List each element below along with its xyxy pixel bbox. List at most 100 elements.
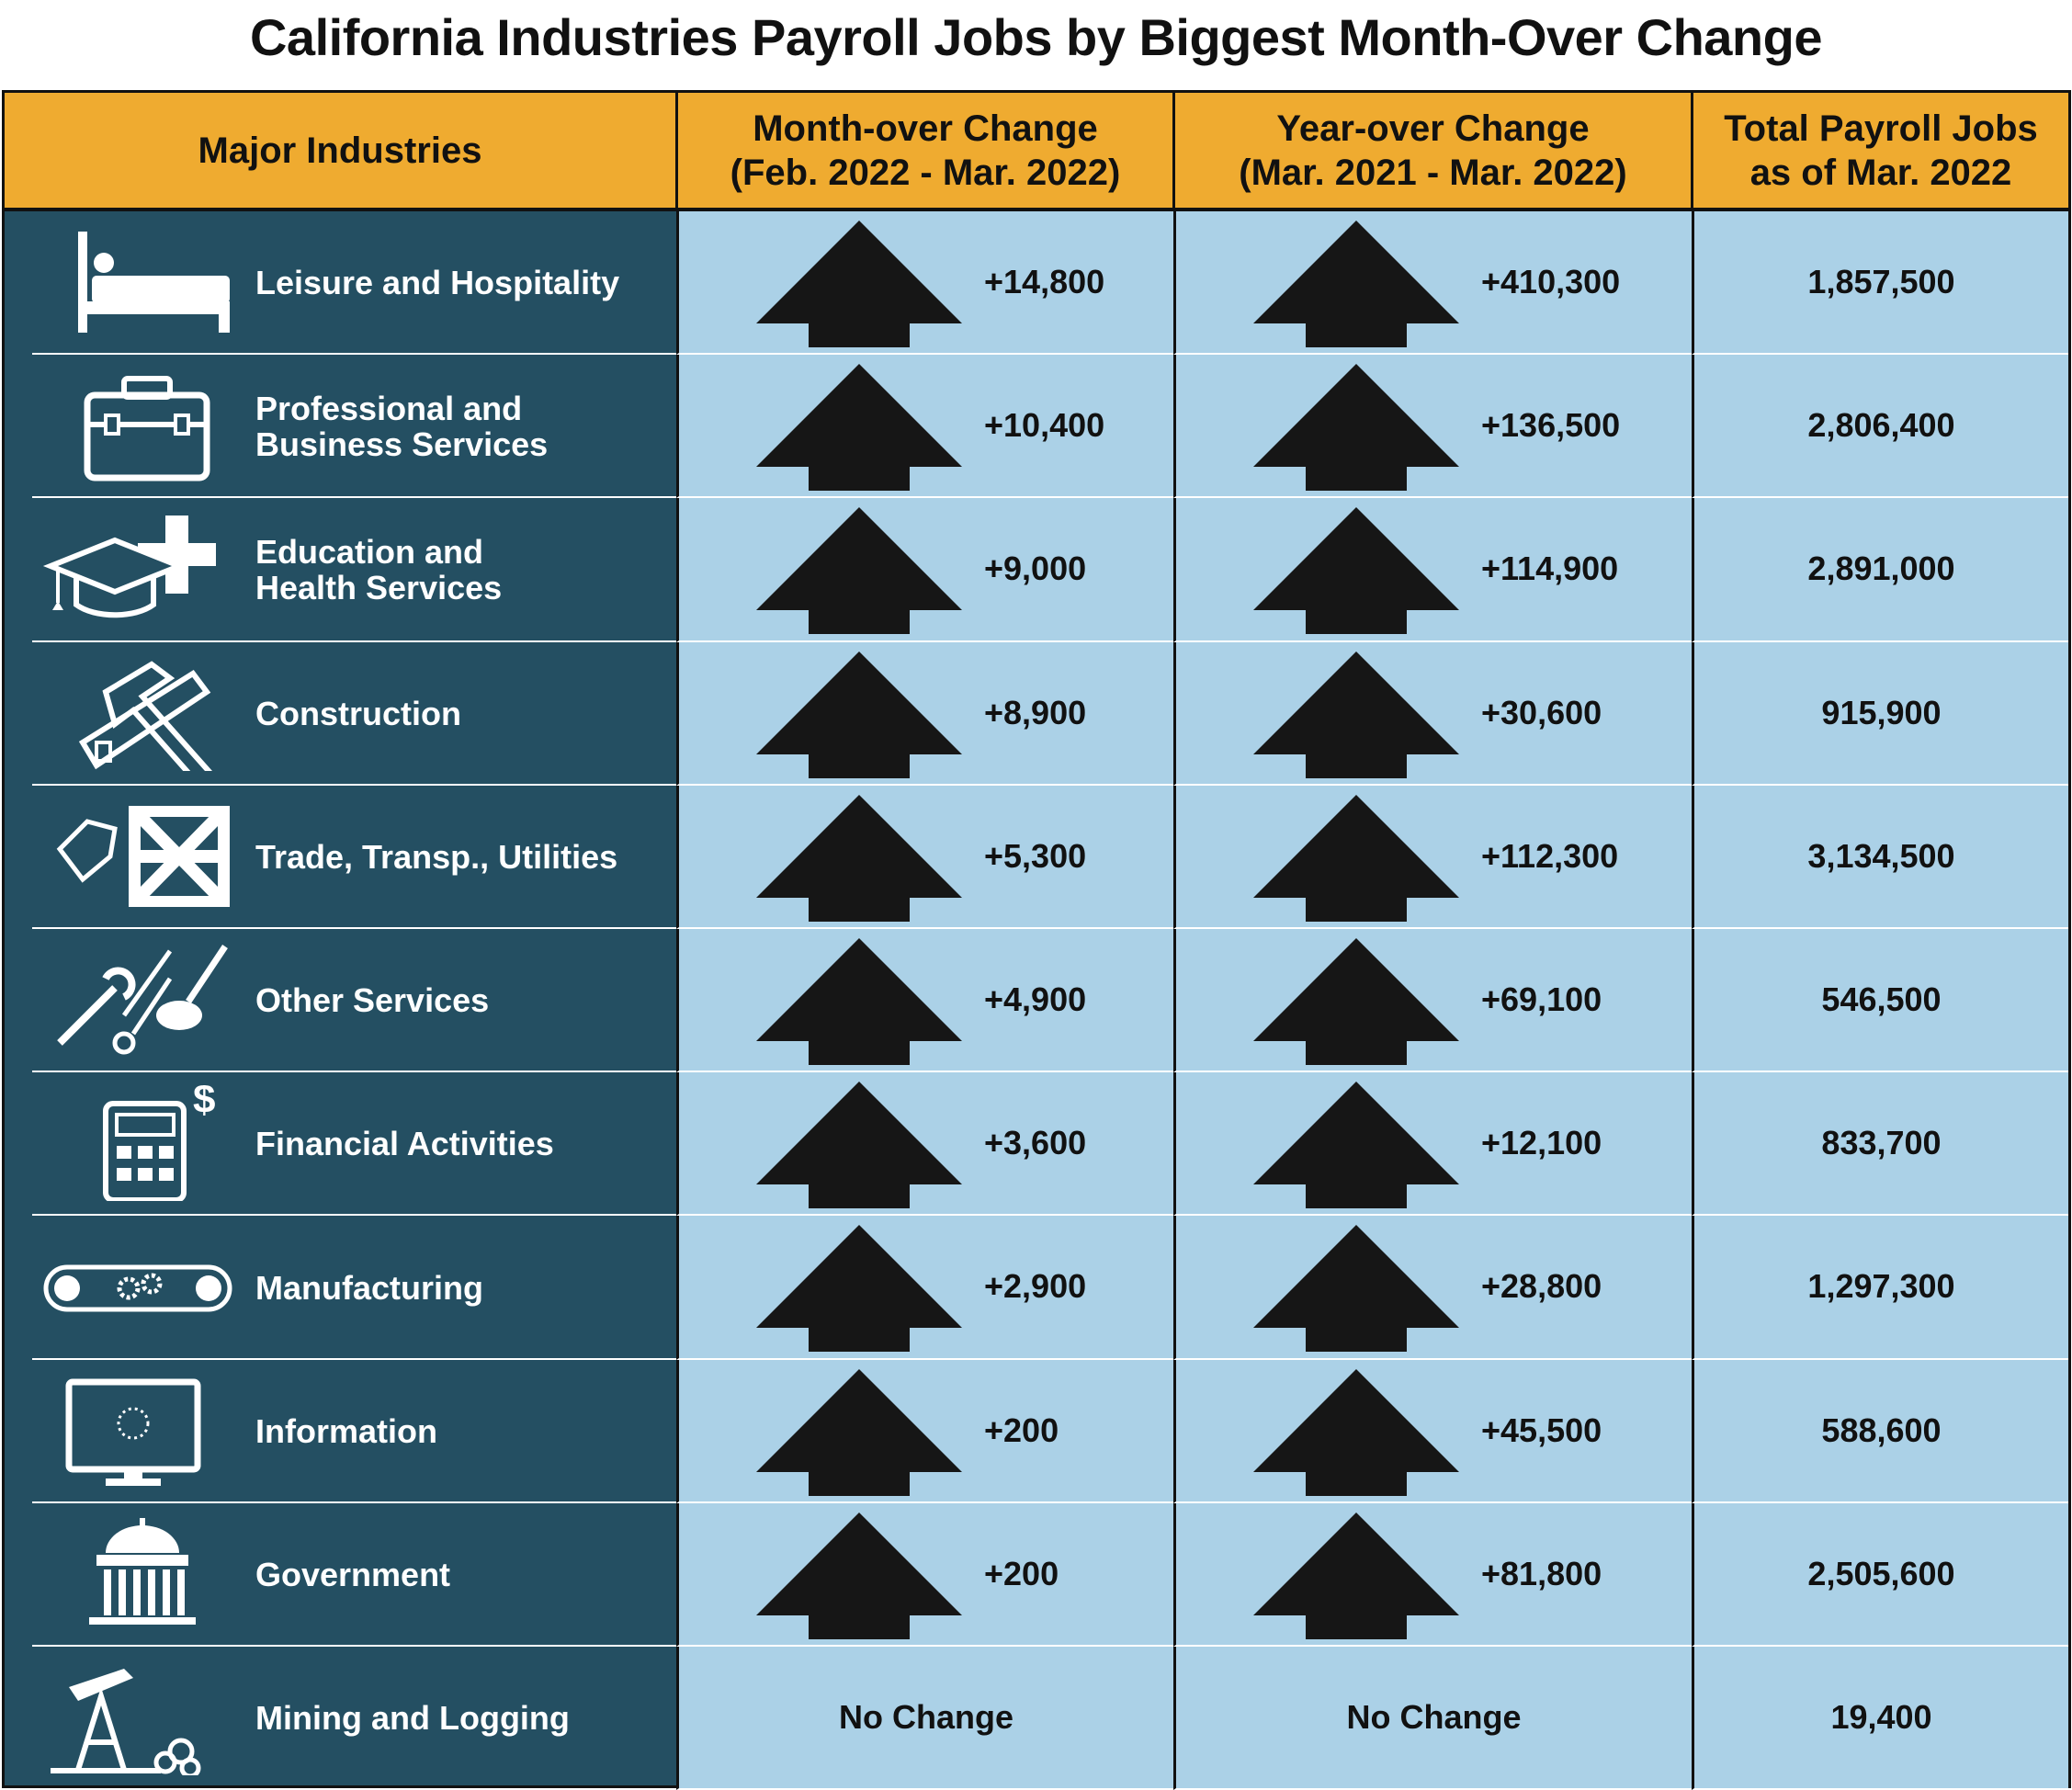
industry-label: Information (255, 1411, 437, 1450)
total-jobs-value: 2,505,600 (1807, 1554, 1955, 1592)
industry-label: Manufacturing (255, 1268, 483, 1307)
month-over-change-cell: +200 (676, 1502, 1173, 1647)
change-value: +5,300 (984, 836, 1087, 875)
change-value: +28,800 (1481, 1267, 1602, 1306)
table-row: Government +200 +81,800 2,505,600 (5, 1502, 2068, 1647)
industry-cell: Trade, Transp., Utilities (5, 786, 676, 929)
crate-tag-icon (56, 805, 230, 907)
total-jobs-value: 915,900 (1821, 693, 1942, 731)
table-row: Information +200 +45,500 588,600 (5, 1359, 2068, 1503)
total-jobs-cell: 833,700 (1692, 1072, 2068, 1217)
total-jobs-value: 3,134,500 (1807, 836, 1955, 875)
change-value: +410,300 (1481, 263, 1621, 301)
change-value: +112,300 (1481, 836, 1619, 875)
year-over-change-cell: +45,500 (1173, 1359, 1692, 1503)
month-over-change-cell: No Change (676, 1647, 1173, 1790)
month-over-change-cell: +14,800 (676, 211, 1173, 356)
header-sublabel: (Mar. 2021 - Mar. 2022) (1239, 152, 1627, 193)
month-over-change-cell: +4,900 (676, 929, 1173, 1073)
total-jobs-cell: 3,134,500 (1692, 785, 2068, 929)
up-arrow-icon (1253, 1082, 1459, 1209)
industry-label: Trade, Transp., Utilities (255, 838, 618, 877)
total-jobs-value: 546,500 (1821, 980, 1942, 1019)
table-row: Construction +8,900 +30,600 915,900 (5, 641, 2068, 786)
month-over-change-cell: +3,600 (676, 1072, 1173, 1217)
svg-text:$: $ (193, 1085, 215, 1122)
header-year-over-change: Year-over Change (Mar. 2021 - Mar. 2022) (1175, 93, 1693, 211)
total-jobs-cell: 588,600 (1692, 1359, 2068, 1503)
year-over-change-cell: No Change (1173, 1647, 1692, 1790)
bed-icon (78, 232, 230, 333)
monitor-icon (65, 1378, 201, 1486)
table-row: Other Services +4,900 +69,100 546,500 (5, 929, 2068, 1073)
total-jobs-cell: 1,297,300 (1692, 1216, 2068, 1360)
industry-label: Professional and Business Services (255, 389, 549, 464)
up-arrow-icon (1253, 1368, 1459, 1496)
month-over-change-cell: +10,400 (676, 355, 1173, 499)
up-arrow-icon (756, 1225, 962, 1353)
year-over-change-cell: +12,100 (1173, 1072, 1692, 1217)
total-jobs-cell: 2,806,400 (1692, 355, 2068, 499)
table-row: $ Financial Activities +3,600 +12,100 833,70… (5, 1072, 2068, 1217)
briefcase-icon (84, 376, 210, 481)
up-arrow-icon (1253, 794, 1459, 922)
industry-label: Mining and Logging (255, 1699, 570, 1738)
row-divider (32, 1644, 676, 1647)
industry-cell: Professional and Business Services (5, 355, 676, 499)
calculator-dollar-icon: $ (103, 1085, 215, 1202)
change-value: +10,400 (984, 406, 1105, 445)
table-row: Leisure and Hospitality +14,800 +410,300 1,… (5, 211, 2068, 356)
up-arrow-icon (756, 1512, 962, 1639)
row-divider (32, 1071, 676, 1073)
up-arrow-icon (1253, 651, 1459, 778)
industry-cell: Education and Health Services (5, 498, 676, 642)
header-total-payroll-jobs: Total Payroll Jobs as of Mar. 2022 (1693, 93, 2068, 211)
total-jobs-cell: 915,900 (1692, 641, 2068, 786)
up-arrow-icon (1253, 1225, 1459, 1353)
industry-cell: Other Services (5, 929, 676, 1073)
total-jobs-value: 1,297,300 (1807, 1267, 1955, 1306)
wrench-scissors-brush-icon (57, 945, 228, 1055)
industry-cell: Information (5, 1360, 676, 1503)
change-value: +9,000 (984, 549, 1087, 588)
change-value: +69,100 (1481, 980, 1602, 1019)
total-jobs-value: 19,400 (1830, 1698, 1932, 1737)
change-value: +200 (984, 1410, 1059, 1449)
up-arrow-icon (756, 1368, 962, 1496)
header-sublabel: (Feb. 2022 - Mar. 2022) (730, 152, 1121, 193)
row-divider (32, 640, 676, 642)
change-value: +3,600 (984, 1124, 1087, 1162)
month-over-change-cell: +200 (676, 1359, 1173, 1503)
row-divider (32, 496, 676, 499)
industry-cell: Manufacturing (5, 1216, 676, 1360)
total-jobs-value: 2,891,000 (1807, 549, 1955, 588)
row-divider (32, 1357, 676, 1360)
change-value: +200 (984, 1554, 1059, 1592)
total-jobs-value: 588,600 (1821, 1410, 1942, 1449)
change-value: +136,500 (1481, 406, 1621, 445)
total-jobs-cell: 1,857,500 (1692, 211, 2068, 356)
header-label: Month-over Change (753, 108, 1098, 149)
no-change-label: No Change (1346, 1698, 1522, 1737)
industry-label: Education and Health Services (255, 532, 503, 607)
year-over-change-cell: +114,900 (1173, 498, 1692, 642)
total-jobs-value: 2,806,400 (1807, 406, 1955, 445)
year-over-change-cell: +28,800 (1173, 1216, 1692, 1360)
up-arrow-icon (756, 794, 962, 922)
industry-label: Government (255, 1556, 451, 1594)
month-over-change-cell: +5,300 (676, 785, 1173, 929)
header-label: Total Payroll Jobs (1724, 108, 2038, 149)
year-over-change-cell: +410,300 (1173, 211, 1692, 356)
change-value: +8,900 (984, 693, 1087, 731)
no-change-label: No Change (838, 1698, 1013, 1737)
change-value: +81,800 (1481, 1554, 1602, 1592)
header-sublabel: as of Mar. 2022 (1749, 152, 2012, 193)
up-arrow-icon (1253, 1512, 1459, 1639)
change-value: +2,900 (984, 1267, 1087, 1306)
year-over-change-cell: +112,300 (1173, 785, 1692, 929)
capitol-building-icon (89, 1517, 196, 1625)
header-label: Major Industries (198, 130, 482, 171)
year-over-change-cell: +136,500 (1173, 355, 1692, 499)
up-arrow-icon (756, 651, 962, 778)
up-arrow-icon (756, 364, 962, 492)
